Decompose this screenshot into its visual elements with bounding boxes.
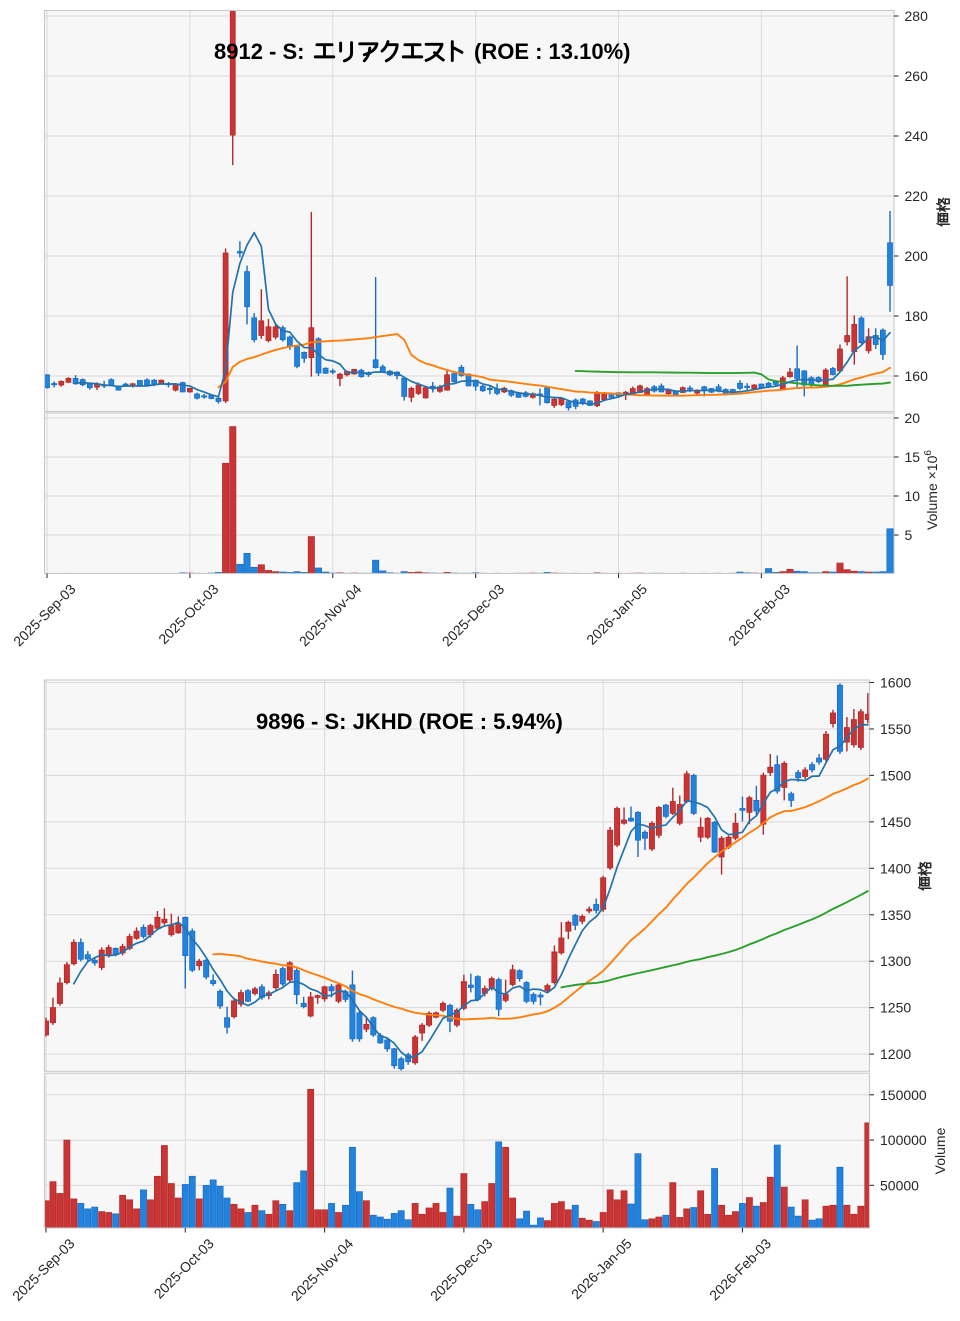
- svg-text:10: 10: [905, 488, 921, 504]
- svg-text:5: 5: [905, 527, 913, 543]
- svg-text:1350: 1350: [880, 907, 911, 923]
- svg-text:150000: 150000: [880, 1087, 927, 1103]
- svg-text:220: 220: [905, 188, 929, 204]
- svg-text:1250: 1250: [880, 1000, 911, 1016]
- svg-text:100000: 100000: [880, 1132, 927, 1148]
- svg-text:1600: 1600: [880, 675, 911, 691]
- svg-text:1300: 1300: [880, 953, 911, 969]
- svg-text:Volume ×106: Volume ×106: [923, 450, 940, 530]
- svg-text:9896 - S: JKHD (ROE : 5.94%): 9896 - S: JKHD (ROE : 5.94%): [256, 709, 563, 734]
- svg-text:1450: 1450: [880, 814, 911, 830]
- svg-text:50000: 50000: [880, 1177, 919, 1193]
- svg-text:1400: 1400: [880, 860, 911, 876]
- svg-text:1550: 1550: [880, 721, 911, 737]
- svg-text:180: 180: [905, 308, 929, 324]
- svg-text:260: 260: [905, 68, 929, 84]
- svg-text:20: 20: [905, 410, 921, 426]
- svg-text:(ROE : 13.10%): (ROE : 13.10%): [474, 39, 631, 64]
- svg-text:15: 15: [905, 449, 921, 465]
- svg-text:8912 - S:: 8912 - S:: [214, 39, 305, 64]
- svg-text:160: 160: [905, 368, 929, 384]
- svg-text:1500: 1500: [880, 767, 911, 783]
- svg-text:240: 240: [905, 128, 929, 144]
- svg-text:280: 280: [905, 8, 929, 24]
- svg-text:1200: 1200: [880, 1046, 911, 1062]
- svg-text:200: 200: [905, 248, 929, 264]
- svg-text:Volume: Volume: [932, 1127, 948, 1174]
